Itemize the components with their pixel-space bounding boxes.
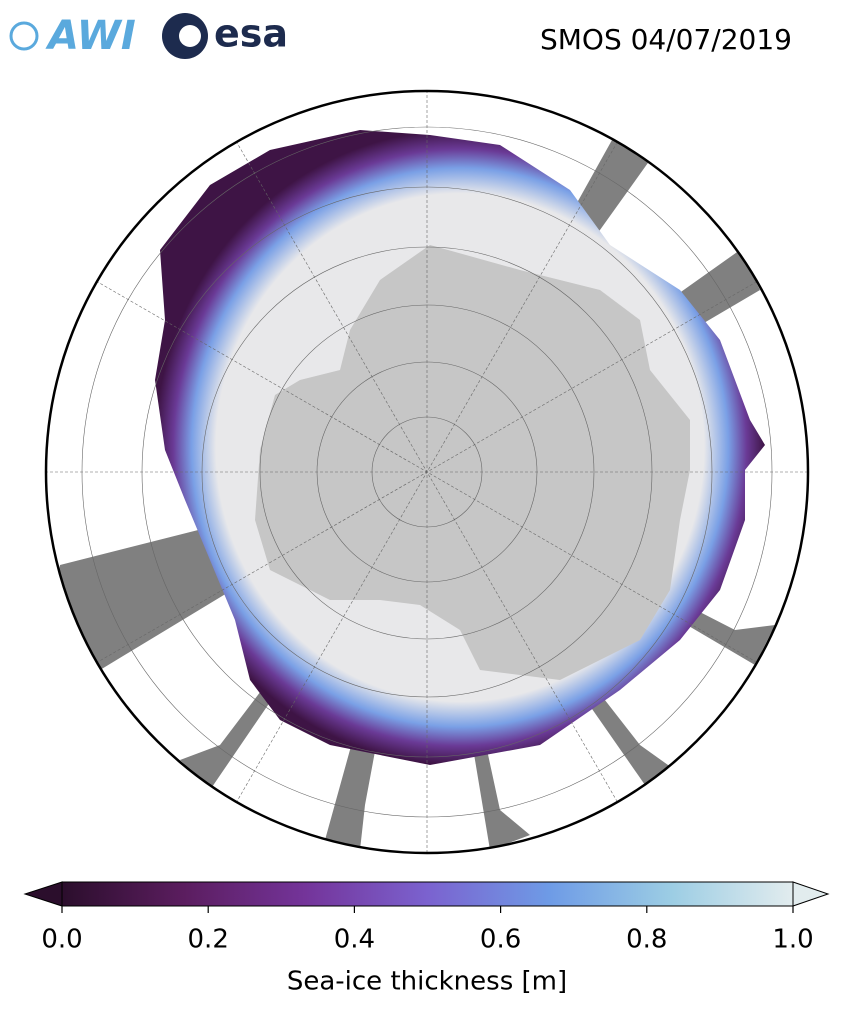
logo-text: AWI <box>45 13 136 59</box>
awi-logo: AWI <box>9 13 136 59</box>
map-border <box>44 89 810 855</box>
graticule <box>46 91 808 853</box>
esa-logo: esa <box>162 12 288 59</box>
colorbar-scale <box>61 881 794 907</box>
colorbar-tick-label: 1.0 <box>772 925 813 955</box>
title: SMOS 04/07/2019 <box>540 23 792 56</box>
colorbar-tick-label: 0.6 <box>480 925 521 955</box>
colorbar-tick-label: 0.2 <box>188 925 229 955</box>
colorbar-extend-low <box>23 881 63 907</box>
map <box>46 91 808 853</box>
colorbar-tick-label: 0.0 <box>41 925 82 955</box>
colorbar-label: Sea-ice thickness [m] <box>287 967 567 997</box>
colorbar: 0.0 0.2 0.4 0.6 0.8 1.0 <box>23 881 830 955</box>
land <box>255 245 690 680</box>
colorbar-tick-label: 0.8 <box>626 925 667 955</box>
logo-text: esa <box>214 12 288 56</box>
colorbar-tick-label: 0.4 <box>334 925 375 955</box>
colorbar-extend-high <box>792 881 830 907</box>
